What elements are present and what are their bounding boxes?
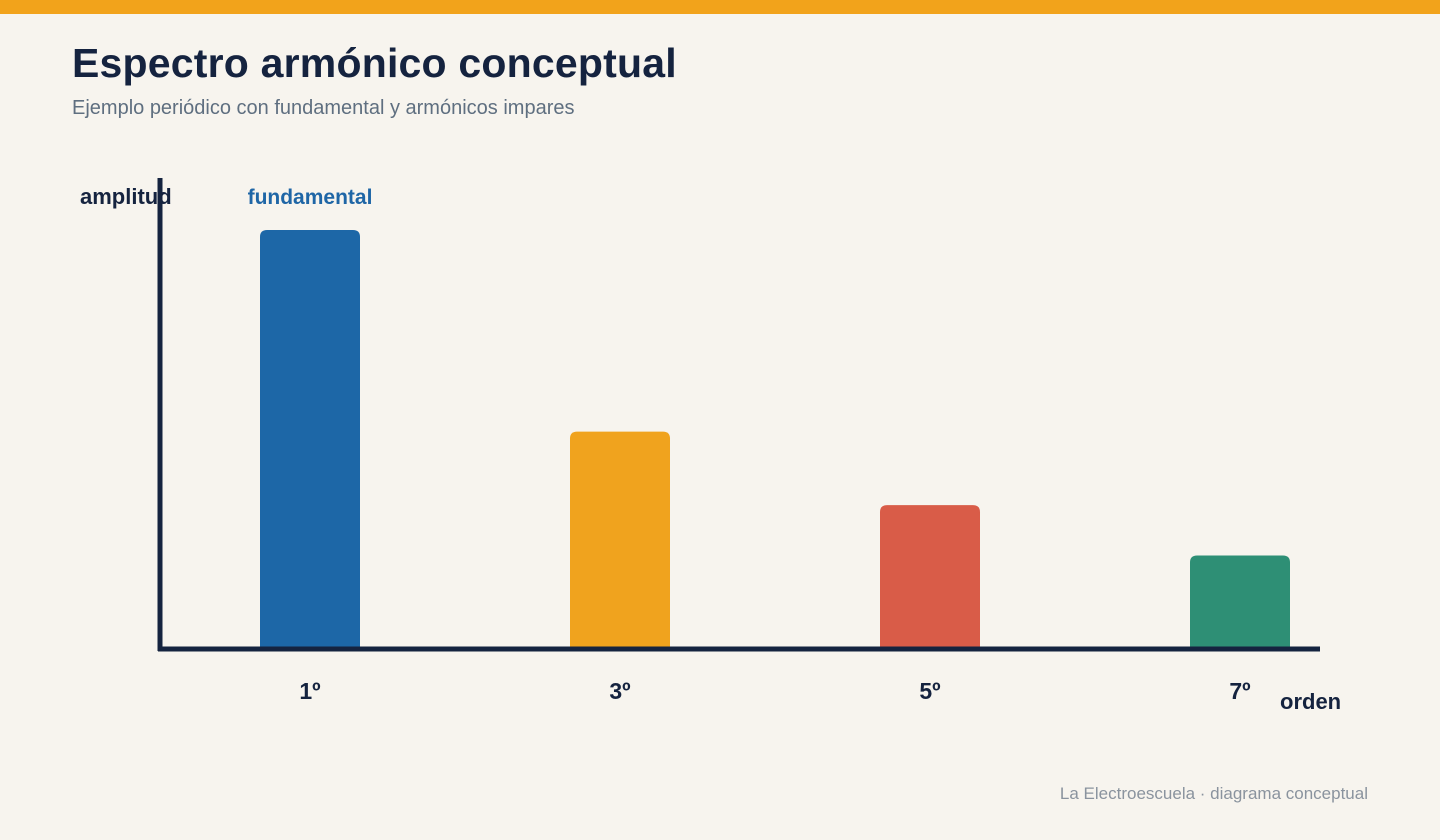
tick-label-1: 1º (299, 678, 320, 704)
footer-credit: La Electroescuela · diagrama conceptual (1059, 784, 1368, 803)
bar-harmonic-3 (570, 431, 670, 650)
top-accent-bar (0, 0, 1440, 14)
bar-harmonic-5 (880, 505, 980, 650)
tick-labels: 1º 3º 5º 7º (299, 678, 1250, 704)
y-axis-label: amplitud (80, 184, 172, 209)
bar-harmonic-1 (260, 230, 360, 650)
x-axis-label: orden (1280, 689, 1341, 714)
tick-label-7: 7º (1229, 678, 1250, 704)
tick-label-5: 5º (919, 678, 940, 704)
bars-layer (260, 230, 1290, 650)
bar-harmonic-7 (1190, 555, 1290, 650)
fundamental-annotation: fundamental (248, 186, 373, 209)
chart-title: Espectro armónico conceptual (72, 40, 677, 86)
chart-subtitle: Ejemplo periódico con fundamental y armó… (72, 97, 575, 119)
tick-label-3: 3º (609, 678, 630, 704)
